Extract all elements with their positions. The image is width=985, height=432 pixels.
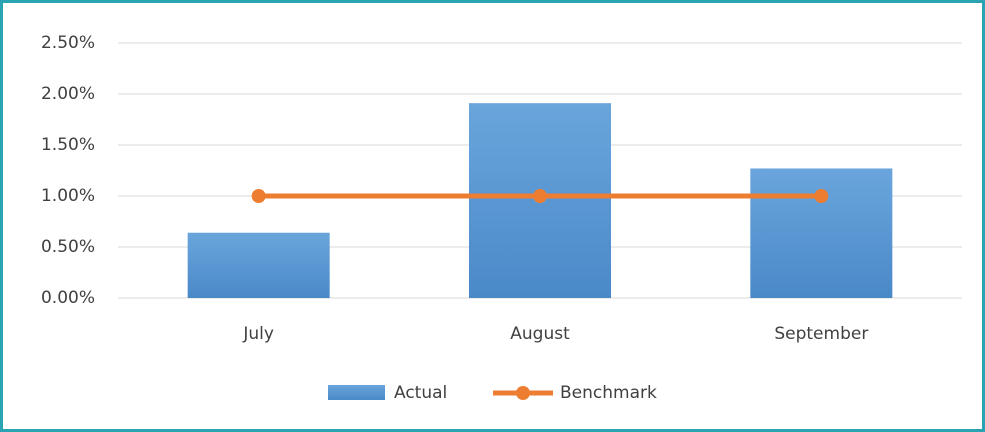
y-tick-label: 1.50% xyxy=(41,135,95,155)
x-tick-label: July xyxy=(242,324,274,344)
x-tick-label: September xyxy=(774,324,868,344)
y-tick-label: 0.00% xyxy=(41,288,95,308)
line-marker xyxy=(251,189,266,203)
bar xyxy=(187,232,330,298)
legend-swatch xyxy=(328,385,385,400)
line-marker xyxy=(533,189,547,203)
y-tick-label: 2.50% xyxy=(41,33,95,53)
y-tick-label: 2.00% xyxy=(41,84,95,104)
legend-marker xyxy=(516,386,530,400)
y-tick-label: 0.50% xyxy=(41,237,95,257)
legend-label: Benchmark xyxy=(560,383,657,403)
line-marker xyxy=(814,189,829,203)
legend-label: Actual xyxy=(394,383,447,403)
bar xyxy=(750,168,893,298)
y-tick-label: 1.00% xyxy=(41,186,95,206)
x-tick-label: August xyxy=(510,324,570,344)
